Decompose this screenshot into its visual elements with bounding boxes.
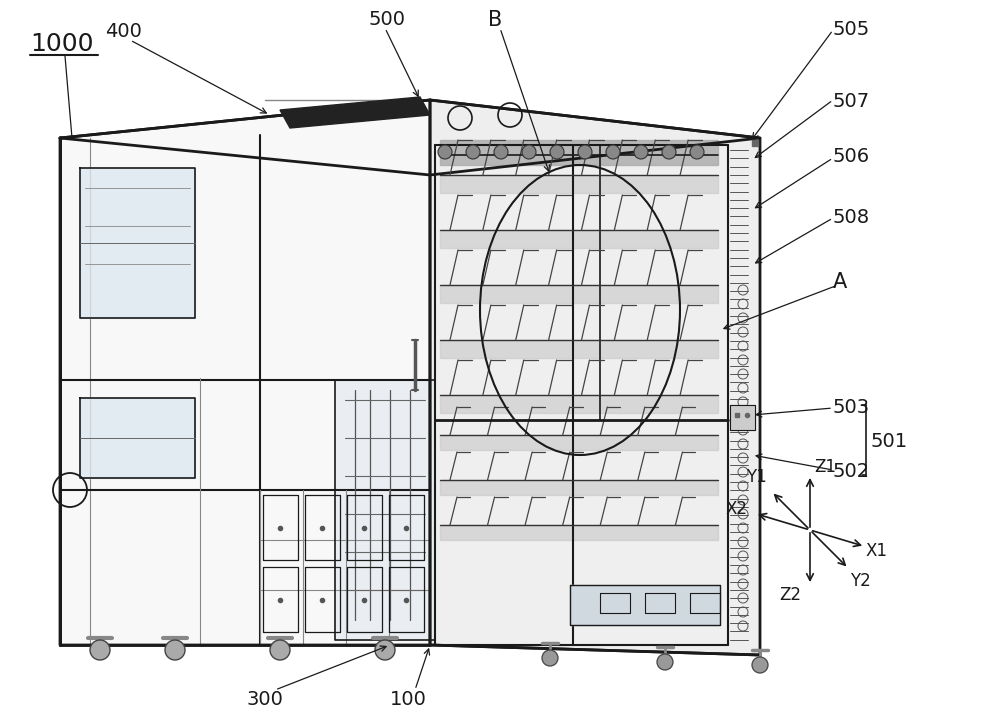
Text: Z2: Z2 (779, 586, 801, 604)
Circle shape (494, 145, 508, 159)
Polygon shape (60, 100, 760, 175)
Circle shape (634, 145, 648, 159)
Text: X1: X1 (866, 543, 888, 561)
Polygon shape (570, 585, 720, 625)
Polygon shape (435, 145, 728, 645)
Text: Y2: Y2 (850, 572, 871, 589)
Polygon shape (60, 100, 430, 645)
Text: A: A (833, 272, 847, 292)
Polygon shape (440, 285, 718, 303)
Circle shape (522, 145, 536, 159)
Circle shape (270, 640, 290, 660)
Circle shape (752, 657, 768, 673)
Polygon shape (440, 340, 718, 358)
Circle shape (165, 640, 185, 660)
Circle shape (542, 650, 558, 666)
Polygon shape (440, 525, 718, 540)
Polygon shape (335, 380, 435, 640)
Text: 1000: 1000 (30, 32, 94, 56)
Polygon shape (440, 175, 718, 193)
Circle shape (578, 145, 592, 159)
Circle shape (90, 640, 110, 660)
Text: 505: 505 (833, 20, 870, 39)
Text: 507: 507 (833, 92, 870, 111)
Circle shape (690, 145, 704, 159)
Polygon shape (430, 100, 760, 655)
Circle shape (657, 654, 673, 670)
Circle shape (466, 145, 480, 159)
Polygon shape (440, 480, 718, 495)
Text: B: B (488, 10, 502, 30)
Text: 502: 502 (833, 462, 870, 481)
Text: 400: 400 (105, 22, 142, 41)
Polygon shape (730, 405, 755, 430)
Circle shape (606, 145, 620, 159)
Circle shape (550, 145, 564, 159)
Text: X2: X2 (726, 500, 748, 518)
Text: 508: 508 (833, 208, 870, 227)
Circle shape (438, 145, 452, 159)
Polygon shape (80, 168, 195, 318)
Text: 500: 500 (368, 10, 405, 29)
Text: 501: 501 (870, 432, 907, 451)
Text: 100: 100 (390, 690, 426, 709)
Polygon shape (440, 140, 718, 165)
Polygon shape (440, 435, 718, 450)
Polygon shape (280, 97, 430, 128)
Text: 300: 300 (247, 690, 283, 709)
Polygon shape (440, 395, 718, 413)
Circle shape (662, 145, 676, 159)
Text: Z1: Z1 (814, 458, 836, 476)
Polygon shape (80, 398, 195, 478)
Text: 503: 503 (833, 398, 870, 417)
Polygon shape (440, 230, 718, 248)
Text: Y1: Y1 (746, 467, 767, 485)
Circle shape (375, 640, 395, 660)
Text: 506: 506 (833, 147, 870, 166)
